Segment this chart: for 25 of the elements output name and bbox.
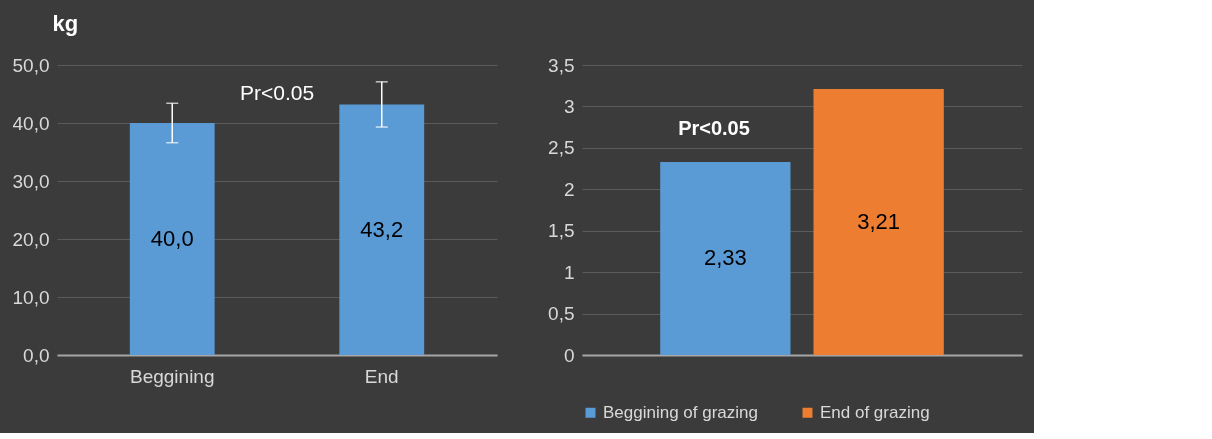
- y-tick-label: 30,0: [12, 170, 50, 192]
- annotation: Pr<0.05: [678, 116, 750, 139]
- data-label: 3,21: [857, 209, 901, 235]
- data-label: 2,33: [703, 245, 747, 271]
- y-tick-label: 50,0: [12, 54, 50, 76]
- annotation: Pr<0.05: [239, 81, 315, 104]
- data-label: 43,2: [360, 216, 404, 242]
- y-tick-label: 3: [563, 95, 575, 117]
- data-label: 40,0: [150, 226, 194, 251]
- y-tick-label: 10,0: [12, 286, 50, 308]
- y-tick-label: 0: [563, 344, 575, 366]
- y-axis-title: kg: [52, 10, 79, 36]
- y-tick-label: 3,5: [548, 54, 575, 76]
- legend-label: Beggining of grazing: [603, 402, 759, 422]
- legend-label: End of grazing: [820, 402, 930, 422]
- y-tick-label: 2: [563, 178, 575, 200]
- y-tick-label: 40,0: [12, 112, 50, 134]
- y-tick-label: 0,5: [548, 303, 575, 325]
- y-tick-label: 1,5: [548, 220, 575, 242]
- x-tick-label: Beggining: [129, 365, 215, 387]
- x-tick-label: End: [364, 365, 399, 387]
- y-tick-label: 2,5: [548, 137, 575, 159]
- y-tick-label: 20,0: [12, 228, 50, 250]
- y-tick-label: 0,0: [23, 344, 50, 366]
- y-tick-label: 1: [563, 261, 575, 283]
